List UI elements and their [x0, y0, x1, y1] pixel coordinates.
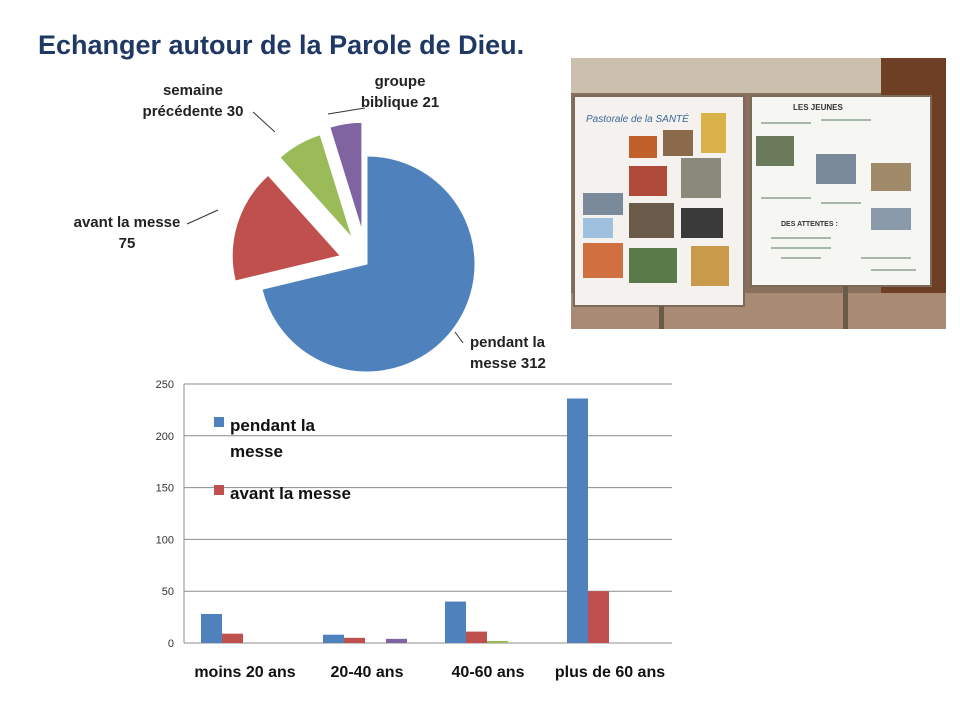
bar: [445, 601, 466, 643]
bar: [344, 637, 365, 643]
pie-slice-label: pendant la messe 312: [470, 334, 546, 372]
slide-title: Echanger autour de la Parole de Dieu.: [38, 30, 525, 60]
x-category-label: 20-40 ans: [331, 664, 404, 681]
bar: [386, 638, 407, 643]
bar: [323, 634, 344, 643]
bar: [567, 398, 588, 643]
pie-slice: [279, 134, 353, 239]
pie-leader-line: [454, 331, 464, 344]
bar: [201, 613, 222, 643]
y-tick-label: 100: [156, 534, 174, 546]
right-board-title: LES JEUNES: [793, 103, 843, 112]
legend-label: avant la messe: [230, 484, 351, 503]
x-category-label: plus de 60 ans: [555, 664, 665, 681]
photo-of-display-boards: Pastorale de la SANTÉ LES JEUNES DES ATT…: [571, 58, 946, 329]
pie-slice: [329, 121, 363, 231]
y-tick-label: 250: [156, 379, 174, 391]
legend-label: pendant la messe: [230, 416, 316, 461]
pie-leader-line: [252, 111, 276, 133]
right-board-subtitle: DES ATTENTES :: [781, 221, 838, 228]
pie-slice-label: semaine précédente 30: [143, 82, 244, 120]
x-category-label: 40-60 ans: [452, 664, 525, 681]
bar: [222, 633, 243, 643]
pie-slice: [231, 174, 342, 282]
bar: [466, 631, 487, 643]
bar: [588, 591, 609, 643]
y-tick-label: 0: [168, 638, 174, 650]
bar: [487, 640, 508, 643]
legend-swatch: [214, 417, 224, 427]
pie-leader-line: [186, 209, 219, 225]
y-tick-label: 50: [162, 586, 174, 598]
pie-slice-label: avant la messe 75: [74, 214, 181, 252]
y-tick-label: 200: [156, 431, 174, 443]
x-category-label: moins 20 ans: [194, 664, 295, 681]
legend-swatch: [214, 485, 224, 495]
y-tick-label: 150: [156, 483, 174, 495]
pie-slice: [261, 155, 476, 373]
left-board-title: Pastorale de la SANTÉ: [586, 112, 689, 125]
pie-leader-line: [327, 107, 366, 115]
pie-slice-label: groupe biblique 21: [361, 73, 439, 111]
